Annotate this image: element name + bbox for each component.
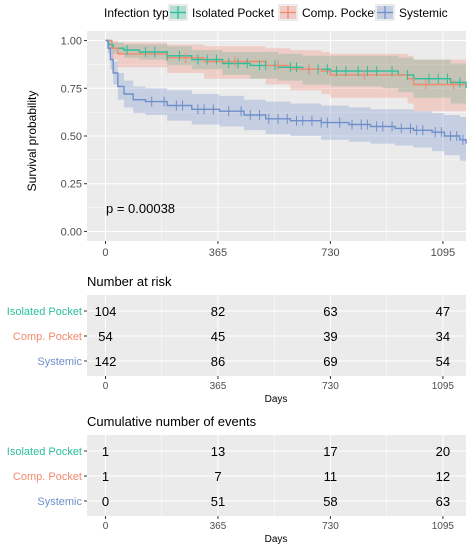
table-row-label: Comp. Pocket <box>13 331 82 343</box>
legend-item: Isolated Pocket <box>168 4 275 21</box>
table-cell: 1 <box>102 469 109 484</box>
legend-label: Comp. Pocket <box>302 6 378 20</box>
legend-label: Isolated Pocket <box>192 6 275 20</box>
table-row-label: Systemic <box>37 356 82 368</box>
table-cell: 13 <box>211 444 225 459</box>
table-x-tick-label: 730 <box>322 381 339 392</box>
table-x-tick-label: 730 <box>322 521 339 532</box>
table-x-tick-label: 365 <box>210 381 227 392</box>
x-tick-label: 0 <box>102 247 108 259</box>
events-table: Cumulative number of events Isolated Poc… <box>7 414 466 545</box>
table-x-tick-label: 0 <box>103 521 109 532</box>
table-cell: 39 <box>323 329 337 344</box>
censor-marks <box>126 45 464 145</box>
survival-curve <box>105 39 467 144</box>
table-x-tick-label: 0 <box>103 381 109 392</box>
risk-table-body: Isolated Pocket 104 82 63 47 Comp. Pocket 54 45… <box>7 295 466 392</box>
y-axis: 0.00 0.25 0.50 0.75 1.00 <box>61 36 87 238</box>
table-cell: 47 <box>436 304 450 319</box>
x-tick-label: 365 <box>209 247 227 259</box>
ci-band <box>105 40 466 165</box>
table-cell: 63 <box>323 304 337 319</box>
events-table-title: Cumulative number of events <box>87 414 257 429</box>
table-cell: 54 <box>436 354 450 369</box>
risk-table-title: Number at risk <box>87 274 172 289</box>
table-cell: 54 <box>98 329 112 344</box>
risk-table-xlabel: Days <box>265 394 288 405</box>
survival-curve <box>105 39 467 89</box>
events-table-xlabel: Days <box>265 534 288 545</box>
table-cell: 104 <box>95 304 117 319</box>
y-tick-label: 0.25 <box>61 179 82 191</box>
table-cell: 45 <box>211 329 225 344</box>
survival-plot: 0.00 0.25 0.50 0.75 1.00 0 365 730 1095 Surviva… <box>25 31 467 259</box>
y-tick-label: 0.75 <box>61 83 82 95</box>
table-row-label: Comp. Pocket <box>13 471 82 483</box>
table-row-label: Systemic <box>37 496 82 508</box>
table-cell: 0 <box>102 494 109 509</box>
table-cell: 142 <box>95 354 117 369</box>
y-axis-label: Survival probability <box>25 91 39 192</box>
y-tick-label: 1.00 <box>61 36 82 48</box>
table-cell: 17 <box>323 444 337 459</box>
table-x-tick-label: 1095 <box>432 521 455 532</box>
plot-grid <box>87 31 466 241</box>
table-cell: 58 <box>323 494 337 509</box>
table-cell: 12 <box>436 469 450 484</box>
y-tick-label: 0.00 <box>61 226 82 238</box>
table-cell: 34 <box>436 329 450 344</box>
legend-item: Systemic <box>375 4 448 21</box>
table-cell: 51 <box>211 494 225 509</box>
y-tick-label: 0.50 <box>61 131 82 143</box>
table-cell: 82 <box>211 304 225 319</box>
table-cell: 20 <box>436 444 450 459</box>
table-cell: 63 <box>436 494 450 509</box>
legend-label: Systemic <box>399 6 448 20</box>
risk-table: Number at risk Isolated Pocket 104 82 63 47 C… <box>7 274 466 405</box>
x-tick-label: 1095 <box>431 247 455 259</box>
legend-title: Infection type <box>104 6 176 20</box>
table-cell: 11 <box>324 469 338 484</box>
legend-item: Comp. Pocket <box>278 4 378 21</box>
table-row-label: Isolated Pocket <box>7 446 82 458</box>
x-tick-label: 730 <box>321 247 339 259</box>
p-value-annotation: p = 0.00038 <box>106 201 175 216</box>
legend-items: Isolated Pocket Comp. Pocket Systemic <box>168 4 448 21</box>
table-cell: 69 <box>323 354 337 369</box>
table-x-tick-label: 365 <box>210 521 227 532</box>
x-axis: 0 365 730 1095 <box>102 241 455 259</box>
table-cell: 7 <box>214 469 221 484</box>
table-cell: 1 <box>102 444 109 459</box>
table-cell: 86 <box>211 354 225 369</box>
table-x-tick-label: 1095 <box>432 381 455 392</box>
ci-band <box>105 40 466 114</box>
legend: Infection type Isolated Pocket Comp. Pock… <box>104 4 448 21</box>
table-row-label: Isolated Pocket <box>7 306 82 318</box>
